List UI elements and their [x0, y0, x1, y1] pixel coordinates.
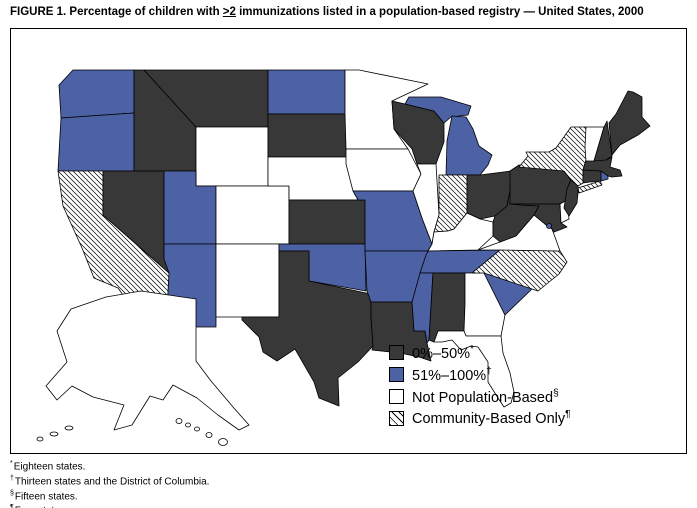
state-colorado [215, 185, 290, 245]
legend-swatch-community-based-only [389, 410, 404, 426]
state-south-dakota [267, 113, 349, 158]
state-alaska [45, 290, 250, 431]
footnote-four-states: ¶Four states. [10, 504, 68, 508]
state-new-york-long-island [577, 180, 603, 194]
legend-label-community-based-only: Community-Based Only¶ [412, 409, 571, 428]
legend-item-not-population-based: Not Population-Based§ [389, 387, 571, 406]
legend-item-51-100: 51%–100%† [389, 366, 571, 384]
state-hawaii-island [205, 432, 213, 438]
legend-label-0-50: 0%–50%* [412, 344, 474, 362]
state-oregon [57, 112, 135, 172]
state-hawaii-island [194, 426, 200, 432]
state-vermont [584, 126, 605, 162]
state-florida [433, 330, 515, 408]
footnote-thirteen-states: †Thirteen states and the District of Col… [10, 474, 210, 488]
state-iowa [345, 148, 422, 192]
title-prefix: FIGURE 1. Percentage of children with [10, 6, 223, 18]
state-new-hampshire [593, 120, 613, 162]
state-new-jersey [563, 179, 579, 217]
state-maine [608, 90, 651, 156]
title-geq: >2 [222, 6, 236, 18]
state-massachusetts [582, 156, 623, 178]
figure-title: FIGURE 1. Percentage of children with >2… [10, 6, 644, 18]
state-new-mexico [215, 243, 280, 318]
legend-swatch-51-100 [389, 367, 404, 383]
state-michigan [445, 115, 493, 176]
state-connecticut [582, 169, 602, 184]
legend-swatch-not-population-based [389, 389, 404, 405]
footnote-fifteen-states: §Fifteen states. [10, 489, 78, 502]
state-washington [58, 69, 135, 119]
us-map-container: 0%–50%* 51%–100%† Not Population-Based§ … [10, 28, 687, 454]
state-district-of-columbia [546, 223, 552, 229]
legend-item-0-50: 0%–50%* [389, 344, 571, 362]
state-north-dakota [267, 69, 346, 115]
state-alaska-aleutian-island [49, 431, 59, 437]
state-hawaii-island [175, 418, 183, 424]
footnote-eighteen-states: *Eighteen states. [10, 460, 86, 473]
state-hawaii-island [218, 438, 228, 446]
us-map [36, 69, 651, 446]
state-north-carolina [471, 249, 568, 292]
map-legend: 0%–50%* 51%–100%† Not Population-Based§ … [389, 344, 571, 431]
figure-footnotes: *Eighteen states. †Thirteen states and t… [10, 458, 209, 508]
state-alaska-aleutian-island [64, 425, 74, 431]
state-hawaii-island [185, 422, 191, 428]
legend-swatch-0-50 [389, 345, 404, 361]
legend-label-51-100: 51%–100%† [412, 365, 492, 384]
legend-label-not-population-based: Not Population-Based§ [412, 387, 559, 406]
legend-item-community-based-only: Community-Based Only¶ [389, 409, 571, 427]
title-suffix: immunizations listed in a population-bas… [235, 6, 644, 18]
state-kansas [288, 199, 366, 245]
state-wyoming [195, 126, 269, 187]
state-kentucky [427, 212, 494, 252]
state-alaska-aleutian-island [36, 436, 44, 442]
